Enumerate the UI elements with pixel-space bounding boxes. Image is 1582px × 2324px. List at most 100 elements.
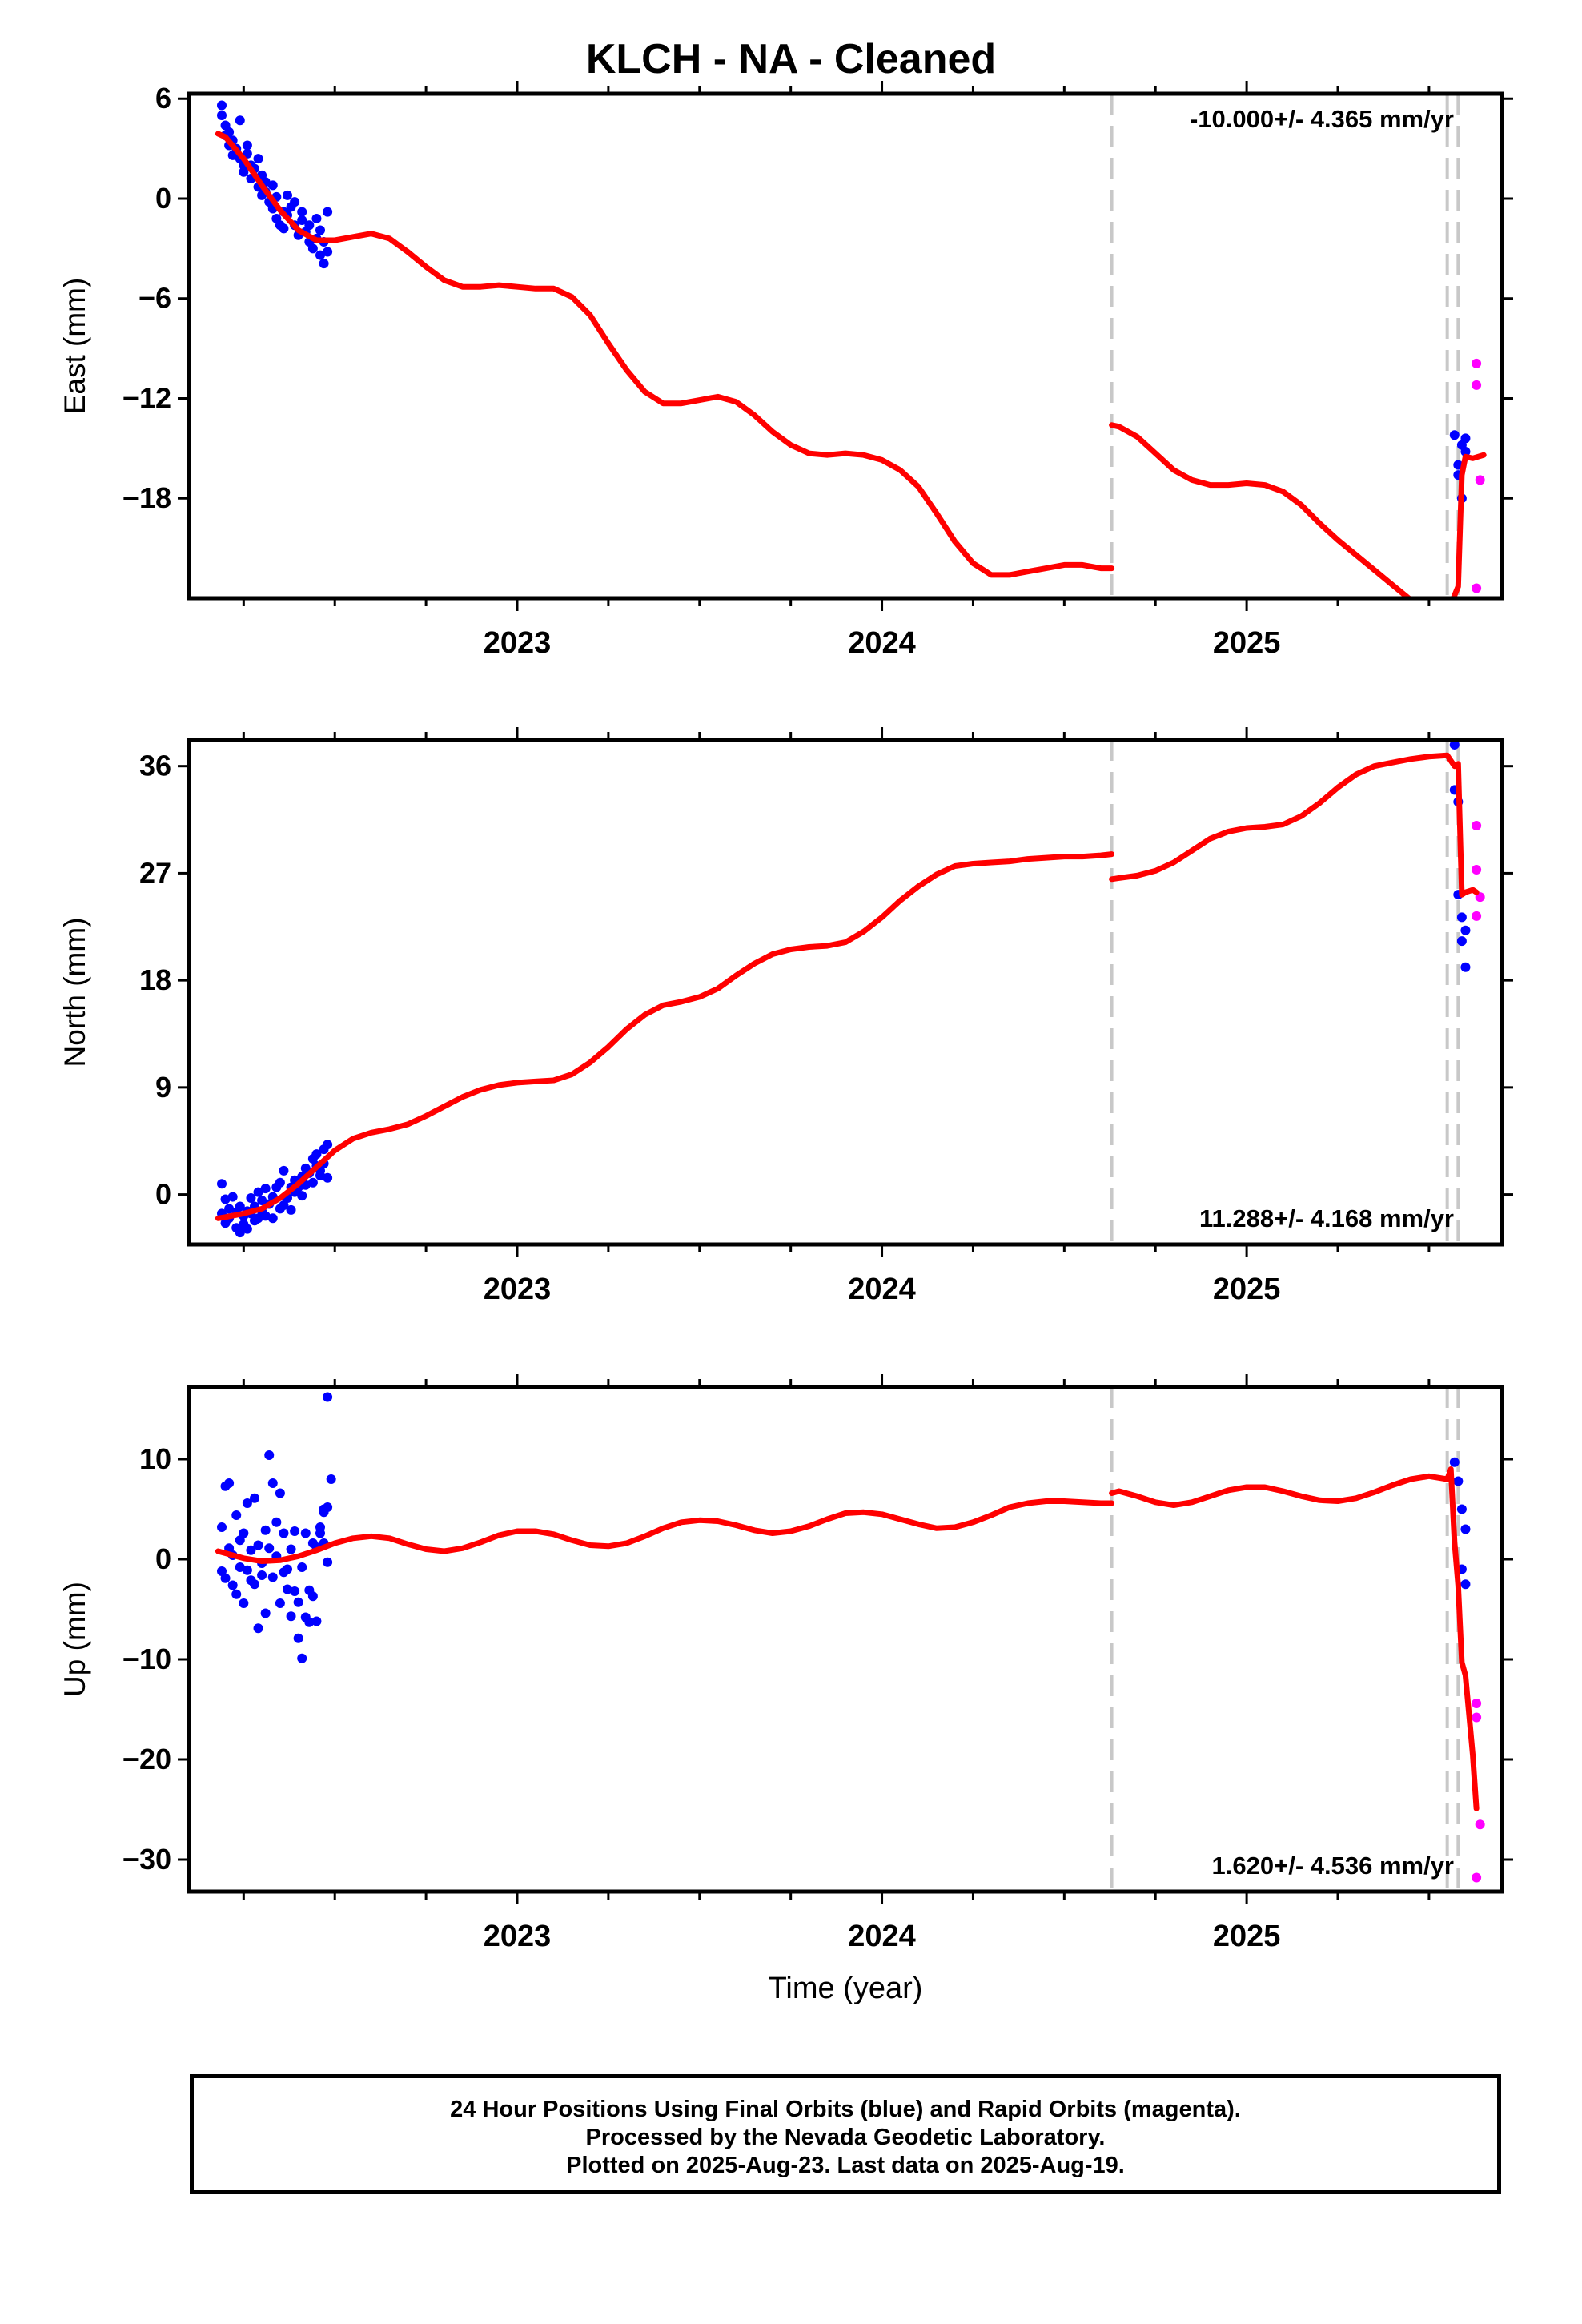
rapid-orbit-point (1472, 1712, 1482, 1723)
final-orbit-point (246, 1193, 256, 1204)
final-orbit-point (323, 247, 333, 257)
final-orbit-point (290, 1526, 300, 1536)
final-orbit-point (1449, 430, 1460, 440)
y-tick-label: 0 (155, 182, 171, 215)
footer-note: 24 Hour Positions Using Final Orbits (bl… (190, 2074, 1501, 2194)
final-orbit-point (217, 1522, 227, 1532)
final-orbit-point (1460, 1579, 1471, 1590)
final-orbit-point (264, 1543, 275, 1554)
x-tick-label: 2023 (484, 1273, 552, 1306)
final-orbit-point (279, 1200, 289, 1210)
y-tick-label: 10 (139, 1442, 171, 1475)
final-orbit-point (323, 1172, 333, 1183)
rapid-orbit-point (1472, 583, 1482, 593)
final-orbit-point (242, 1224, 252, 1234)
rapid-orbit-point (1472, 820, 1482, 830)
y-tick-label: 6 (155, 82, 171, 115)
y-tick-label: −6 (139, 282, 171, 315)
final-orbit-point (235, 1228, 245, 1238)
final-orbit-point (227, 1580, 238, 1590)
final-orbit-point (297, 1562, 307, 1572)
rapid-orbit-point (1472, 358, 1482, 368)
final-orbit-point (275, 1598, 285, 1608)
final-orbit-point (323, 1140, 333, 1150)
final-orbit-point (217, 1179, 227, 1189)
final-orbit-point (279, 223, 289, 234)
final-orbit-point (315, 1528, 325, 1538)
final-orbit-point (300, 1528, 311, 1538)
footer-line-2: Processed by the Nevada Geodetic Laborat… (585, 2125, 1106, 2150)
y-tick-label: −18 (122, 481, 171, 514)
final-orbit-point (1449, 1457, 1460, 1467)
model-curve (1450, 452, 1487, 598)
final-orbit-point (235, 1562, 245, 1572)
east-panel: 6 0 −6 −12 −18 2023 2024 2025 East (mm) -10.000+/… (58, 81, 1513, 660)
model-curve (1109, 422, 1414, 598)
final-orbit-point (260, 1525, 271, 1535)
model-curve (1444, 1466, 1480, 1811)
final-orbit-point (1449, 740, 1460, 750)
final-orbit-point (253, 154, 263, 164)
plot-area (215, 100, 1487, 598)
x-tick-label: 2023 (484, 1920, 552, 1953)
y-tick-label: 36 (139, 750, 171, 782)
velocity-label: -10.000+/- 4.365 mm/yr (1190, 105, 1454, 133)
final-orbit-point (307, 243, 318, 254)
final-orbit-point (1460, 447, 1471, 457)
x-tick-label: 2023 (484, 626, 552, 660)
final-orbit-point (227, 1192, 238, 1202)
final-orbit-point (267, 1478, 278, 1488)
rapid-orbit-point (1472, 380, 1482, 390)
final-orbit-point (297, 215, 307, 226)
rapid-orbit-point (1472, 911, 1482, 921)
final-orbit-point (290, 197, 300, 207)
final-orbit-point (319, 1504, 329, 1514)
x-tick-label: 2024 (848, 626, 916, 660)
x-tick-label: 2024 (848, 1920, 916, 1953)
final-orbit-point (220, 1573, 231, 1583)
final-orbit-point (235, 1201, 245, 1212)
final-orbit-point (267, 1572, 278, 1582)
final-orbit-point (315, 225, 325, 235)
final-orbit-point (271, 1517, 282, 1527)
final-orbit-point (297, 207, 307, 217)
footer-line-3: Plotted on 2025-Aug-23. Last data on 202… (566, 2153, 1125, 2178)
chart-title: KLCH - NA - Cleaned (585, 36, 997, 82)
final-orbit-point (235, 115, 245, 126)
velocity-label: 1.620+/- 4.536 mm/yr (1212, 1852, 1454, 1880)
final-orbit-point (283, 1584, 292, 1594)
final-orbit-point (315, 250, 325, 260)
final-orbit-point (323, 1392, 333, 1402)
final-orbit-point (260, 1211, 271, 1221)
final-orbit-point (279, 1165, 289, 1176)
y-tick-label: 0 (155, 1178, 171, 1211)
plot-frame (187, 1385, 1504, 1894)
up-panel: 10 0 −10 −20 −30 2023 2024 2025 Up (mm) 1.620+/- … (58, 1374, 1513, 1953)
model-curve (1109, 1473, 1451, 1508)
final-orbit-point (224, 1478, 235, 1488)
final-orbit-point (1460, 433, 1471, 444)
y-tick-label: −20 (122, 1743, 171, 1775)
y-axis-label: Up (mm) (58, 1582, 91, 1697)
final-orbit-point (267, 1213, 278, 1224)
model-curve (215, 851, 1115, 1221)
final-orbit-point (297, 1191, 307, 1201)
final-orbit-point (1460, 925, 1471, 935)
final-orbit-point (242, 140, 252, 151)
final-orbit-point (304, 220, 315, 231)
final-orbit-point (275, 1488, 285, 1498)
final-orbit-point (319, 259, 329, 269)
final-orbit-point (311, 1616, 322, 1626)
final-orbit-point (326, 1474, 336, 1484)
final-orbit-point (283, 190, 292, 200)
y-tick-label: 27 (139, 856, 171, 889)
x-tick-label: 2024 (848, 1273, 916, 1306)
final-orbit-point (286, 1611, 296, 1622)
plot-frame (187, 738, 1504, 1247)
final-orbit-point (286, 1204, 296, 1215)
final-orbit-point (217, 111, 227, 121)
final-orbit-point (1460, 1524, 1471, 1534)
final-orbit-point (1453, 1476, 1464, 1486)
final-orbit-point (250, 1579, 259, 1590)
final-orbit-point (307, 1591, 318, 1602)
